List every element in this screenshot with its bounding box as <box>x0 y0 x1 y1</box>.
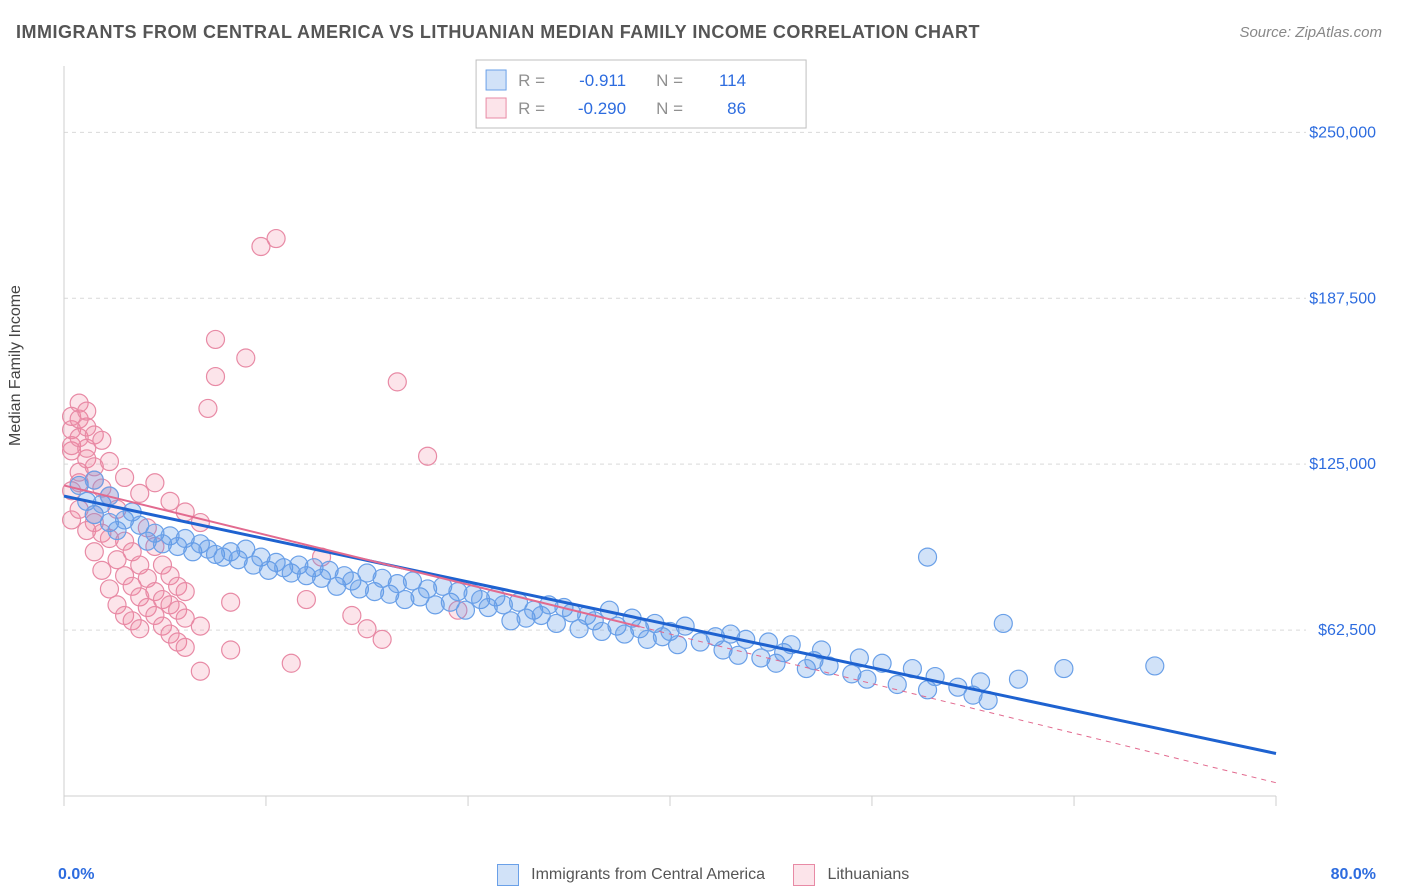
legend-item-pink: Lithuanians <box>793 864 909 886</box>
data-point-blue <box>669 636 687 654</box>
data-point-blue <box>888 676 906 694</box>
legend-label-blue: Immigrants from Central America <box>531 866 765 883</box>
bottom-legend: Immigrants from Central America Lithuani… <box>0 864 1406 886</box>
data-point-blue <box>547 614 565 632</box>
data-point-pink <box>131 484 149 502</box>
stats-N-value: 114 <box>719 71 746 90</box>
stats-R-value: -0.911 <box>579 71 626 90</box>
data-point-pink <box>343 606 361 624</box>
data-point-pink <box>176 638 194 656</box>
data-point-blue <box>1146 657 1164 675</box>
data-point-blue <box>994 614 1012 632</box>
data-point-blue <box>85 471 103 489</box>
data-point-pink <box>176 503 194 521</box>
data-point-pink <box>222 641 240 659</box>
data-point-blue <box>858 670 876 688</box>
data-point-pink <box>191 617 209 635</box>
stats-R-label: R = <box>518 71 545 90</box>
data-point-pink <box>388 373 406 391</box>
legend-label-pink: Lithuanians <box>827 866 909 883</box>
data-point-pink <box>131 620 149 638</box>
data-point-pink <box>100 580 118 598</box>
data-point-pink <box>116 468 134 486</box>
y-tick-label: $250,000 <box>1309 124 1376 141</box>
data-point-pink <box>207 330 225 348</box>
data-point-pink <box>199 399 217 417</box>
data-point-blue <box>1055 660 1073 678</box>
data-point-pink <box>282 654 300 672</box>
stats-swatch-pink <box>486 98 506 118</box>
legend-swatch-blue <box>497 864 519 886</box>
y-tick-label: $125,000 <box>1309 456 1376 473</box>
y-tick-label: $187,500 <box>1309 290 1376 307</box>
data-point-pink <box>358 620 376 638</box>
data-point-pink <box>191 662 209 680</box>
y-tick-label: $62,500 <box>1318 622 1376 639</box>
legend-item-blue: Immigrants from Central America <box>497 864 765 886</box>
data-point-blue <box>1009 670 1027 688</box>
data-point-pink <box>267 230 285 248</box>
data-point-pink <box>222 593 240 611</box>
chart-source: Source: ZipAtlas.com <box>1239 24 1382 41</box>
y-axis-label: Median Family Income <box>7 285 25 446</box>
stats-N-label: N = <box>656 99 683 118</box>
stats-R-label: R = <box>518 99 545 118</box>
data-point-pink <box>161 492 179 510</box>
stats-R-value: -0.290 <box>578 99 626 118</box>
data-point-pink <box>100 453 118 471</box>
legend-swatch-pink <box>793 864 815 886</box>
data-point-pink <box>78 402 96 420</box>
stats-N-label: N = <box>656 71 683 90</box>
data-point-pink <box>207 368 225 386</box>
stats-N-value: 86 <box>727 99 746 118</box>
data-point-pink <box>176 583 194 601</box>
scatter-plot: $62,500 $125,000 $187,500 $250,000 R = -0.911… <box>56 56 1386 836</box>
data-point-blue <box>919 548 937 566</box>
stats-swatch-blue <box>486 70 506 90</box>
data-point-pink <box>297 591 315 609</box>
chart-title: IMMIGRANTS FROM CENTRAL AMERICA VS LITHU… <box>16 22 980 43</box>
data-point-pink <box>85 543 103 561</box>
data-point-pink <box>146 474 164 492</box>
data-point-blue <box>456 601 474 619</box>
data-point-pink <box>93 561 111 579</box>
data-point-pink <box>373 630 391 648</box>
data-point-pink <box>419 447 437 465</box>
data-point-pink <box>237 349 255 367</box>
data-point-pink <box>93 431 111 449</box>
